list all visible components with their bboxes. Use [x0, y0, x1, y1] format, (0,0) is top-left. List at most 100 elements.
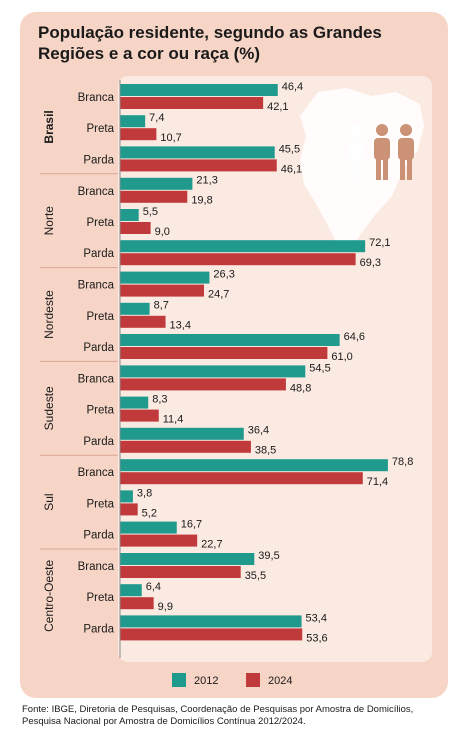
bar-2024: [120, 503, 138, 516]
category-label: Parda: [83, 530, 114, 542]
bar-2012: [120, 84, 278, 96]
bar-2024: [120, 597, 154, 610]
value-label: 61,0: [331, 351, 352, 363]
value-label: 39,5: [258, 550, 279, 562]
region-label: Nordeste: [42, 290, 56, 339]
bar-2024: [120, 253, 356, 266]
bar-2012: [120, 209, 139, 221]
category-label: Preta: [87, 311, 115, 323]
category-label: Branca: [78, 561, 115, 573]
region-label: Sul: [42, 493, 56, 510]
bar-2024: [120, 566, 241, 578]
bar-2024: [120, 409, 159, 422]
bar-2012: [120, 177, 193, 190]
value-label: 53,4: [306, 612, 327, 624]
value-label: 8,7: [154, 300, 169, 312]
legend-swatch-2012: [172, 673, 186, 687]
bar-2024: [120, 378, 286, 391]
value-label: 5,5: [143, 206, 158, 218]
value-label: 69,3: [360, 257, 381, 269]
value-label: 6,4: [146, 581, 161, 593]
category-label: Branca: [78, 373, 115, 385]
value-label: 46,4: [282, 81, 303, 93]
value-label: 8,3: [152, 394, 167, 406]
region-label: Norte: [42, 206, 56, 236]
bar-2012: [120, 553, 255, 565]
bar-2024: [120, 472, 363, 485]
value-label: 11,4: [163, 414, 184, 426]
value-label: 38,5: [255, 445, 276, 457]
person-head: [350, 124, 362, 136]
chart-title: População residente, segundo as Grandes …: [38, 23, 382, 63]
person-leg-right: [357, 156, 362, 180]
value-label: 9,0: [155, 226, 170, 238]
person-leg-left: [350, 156, 355, 180]
category-label: Branca: [78, 92, 115, 104]
value-label: 42,1: [267, 101, 288, 113]
value-label: 71,4: [367, 476, 388, 488]
bar-2024: [120, 628, 303, 641]
bar-2012: [120, 396, 149, 409]
bar-2012: [120, 490, 133, 503]
value-label: 3,8: [137, 487, 152, 499]
bar-2012: [120, 302, 150, 315]
bar-2024: [120, 534, 198, 547]
category-label: Branca: [78, 280, 115, 292]
bar-2012: [120, 427, 244, 440]
value-label: 46,1: [281, 163, 302, 175]
value-label: 7,4: [149, 112, 164, 124]
bar-2012: [120, 365, 306, 378]
value-label: 54,5: [309, 362, 330, 374]
person-leg-left: [376, 156, 381, 180]
value-label: 26,3: [213, 269, 234, 281]
bar-2012: [120, 521, 177, 534]
value-label: 22,7: [201, 539, 222, 551]
bar-2024: [120, 159, 277, 172]
person-torso: [374, 138, 390, 160]
category-label: Parda: [83, 436, 114, 448]
bar-2012: [120, 459, 388, 472]
legend-label: 2012: [194, 675, 218, 687]
region-label: Brasil: [42, 110, 56, 143]
person-icon: [398, 124, 414, 180]
person-leg-right: [407, 156, 412, 180]
bar-2012: [120, 115, 146, 128]
value-label: 48,8: [290, 382, 311, 394]
bar-2012: [120, 240, 366, 253]
value-label: 35,5: [245, 570, 266, 582]
value-label: 45,5: [279, 143, 300, 155]
category-label: Preta: [87, 405, 115, 417]
person-leg-right: [383, 156, 388, 180]
value-label: 5,2: [142, 507, 157, 519]
person-head: [400, 124, 412, 136]
value-label: 10,7: [160, 132, 181, 144]
legend-swatch-2024: [246, 673, 260, 687]
value-label: 21,3: [196, 175, 217, 187]
bar-2024: [120, 222, 151, 234]
person-torso: [398, 138, 414, 160]
region-label: Sudeste: [42, 386, 56, 430]
value-label: 72,1: [369, 237, 390, 249]
category-label: Preta: [87, 592, 115, 604]
legend-label: 2024: [268, 675, 292, 687]
person-leg-left: [400, 156, 405, 180]
bar-2024: [120, 440, 251, 453]
person-torso: [348, 138, 364, 160]
value-label: 13,4: [170, 320, 191, 332]
bar-2024: [120, 347, 328, 359]
value-label: 78,8: [392, 456, 413, 468]
bar-2012: [120, 271, 210, 284]
value-label: 19,8: [191, 195, 212, 207]
bar-2012: [120, 146, 275, 159]
value-label: 36,4: [248, 425, 269, 437]
category-label: Parda: [83, 154, 114, 166]
category-label: Parda: [83, 623, 114, 635]
person-head: [376, 124, 388, 136]
bar-2024: [120, 190, 188, 203]
bar-2012: [120, 584, 142, 597]
category-label: Branca: [78, 186, 115, 198]
source-footnote: Fonte: IBGE, Diretoria de Pesquisas, Coo…: [22, 704, 414, 727]
category-label: Preta: [87, 217, 115, 229]
bar-2012: [120, 334, 340, 346]
